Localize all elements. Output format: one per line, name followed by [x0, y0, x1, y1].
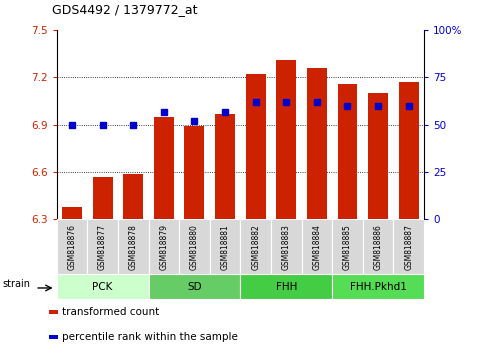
- Bar: [363, 219, 393, 274]
- Bar: [393, 219, 424, 274]
- Text: GSM818877: GSM818877: [98, 224, 107, 270]
- Bar: [123, 174, 143, 219]
- Bar: [241, 274, 332, 299]
- Bar: [148, 274, 241, 299]
- Text: GSM818878: GSM818878: [129, 224, 138, 270]
- Bar: [332, 274, 424, 299]
- Text: FHH: FHH: [276, 282, 297, 292]
- Bar: [338, 84, 357, 219]
- Text: transformed count: transformed count: [62, 307, 159, 317]
- Bar: [57, 219, 87, 274]
- Bar: [154, 117, 174, 219]
- Bar: [302, 219, 332, 274]
- Bar: [184, 126, 205, 219]
- Text: percentile rank within the sample: percentile rank within the sample: [62, 332, 238, 342]
- Bar: [399, 82, 419, 219]
- Bar: [241, 219, 271, 274]
- Bar: [215, 114, 235, 219]
- Text: GSM818884: GSM818884: [313, 224, 321, 270]
- Text: GSM818883: GSM818883: [282, 224, 291, 270]
- Text: PCK: PCK: [92, 282, 113, 292]
- Text: SD: SD: [187, 282, 202, 292]
- Bar: [276, 60, 296, 219]
- Text: GSM818887: GSM818887: [404, 224, 413, 270]
- Text: GSM818879: GSM818879: [159, 224, 168, 270]
- Bar: [246, 74, 266, 219]
- Text: GSM818880: GSM818880: [190, 224, 199, 270]
- Bar: [87, 219, 118, 274]
- Text: GSM818882: GSM818882: [251, 224, 260, 270]
- Text: GSM818876: GSM818876: [68, 224, 76, 270]
- Bar: [307, 68, 327, 219]
- Bar: [368, 93, 388, 219]
- Text: strain: strain: [3, 279, 31, 289]
- Text: FHH.Pkhd1: FHH.Pkhd1: [350, 282, 407, 292]
- Bar: [49, 335, 58, 338]
- Bar: [49, 310, 58, 314]
- Text: GSM818885: GSM818885: [343, 224, 352, 270]
- Text: GDS4492 / 1379772_at: GDS4492 / 1379772_at: [52, 3, 197, 16]
- Bar: [57, 274, 148, 299]
- Bar: [210, 219, 240, 274]
- Bar: [62, 207, 82, 219]
- Bar: [332, 219, 363, 274]
- Bar: [93, 177, 112, 219]
- Text: GSM818881: GSM818881: [220, 224, 230, 270]
- Bar: [118, 219, 148, 274]
- Bar: [271, 219, 302, 274]
- Bar: [179, 219, 210, 274]
- Bar: [148, 219, 179, 274]
- Text: GSM818886: GSM818886: [374, 224, 383, 270]
